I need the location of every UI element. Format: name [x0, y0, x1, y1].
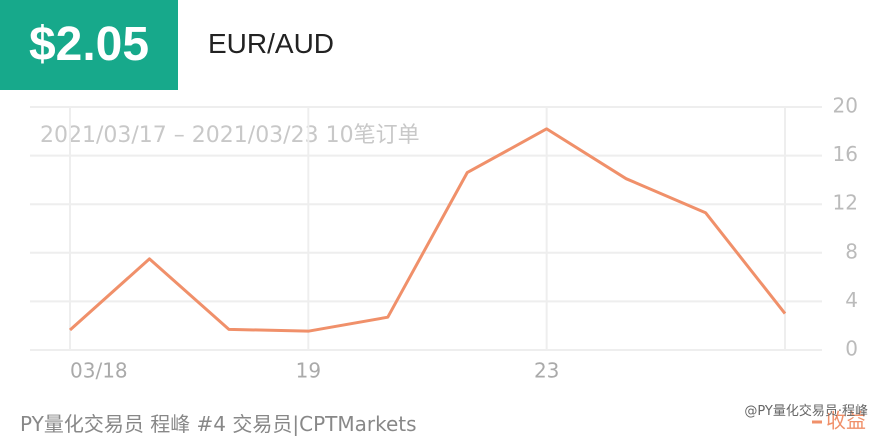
price: $2.05 — [0, 0, 178, 90]
y-tick-label: 12 — [833, 191, 858, 215]
line — [68, 127, 787, 333]
watermark: @PY量化交易员·程峰 — [744, 404, 868, 419]
y-tick-label: 20 — [833, 94, 858, 118]
x-tick-label: 23 — [534, 359, 559, 383]
y-tick-label: 8 — [845, 239, 858, 263]
chart-subtitle: 2021/03/17 – 2021/03/23 10笔订单 — [40, 123, 420, 148]
x-tick-label: 03/18 — [70, 359, 128, 383]
y-tick-label: 0 — [845, 337, 858, 361]
footer-text: PY量化交易员 程峰 #4 交易员|CPTMarkets — [20, 412, 417, 436]
y-tick-label: 16 — [833, 142, 858, 166]
pair: EUR/AUD — [208, 28, 335, 59]
x-tick-label: 19 — [296, 359, 321, 383]
legend-label: 收益 — [826, 409, 866, 433]
y-tick-label: 4 — [845, 288, 858, 312]
